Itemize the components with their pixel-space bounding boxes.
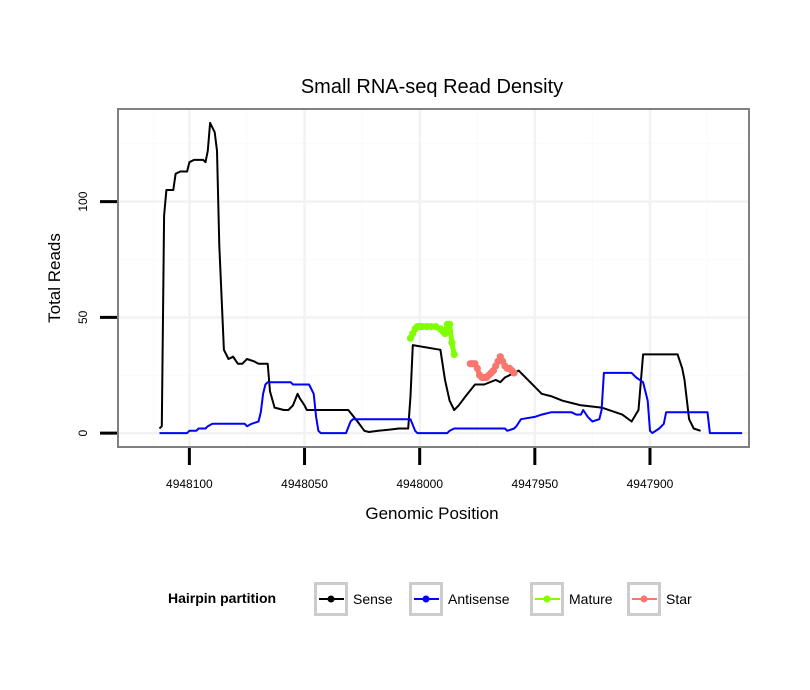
legend-label: Star — [666, 591, 692, 607]
series-star — [466, 353, 518, 382]
series-mature — [406, 320, 458, 358]
x-tick-label: 4948050 — [281, 477, 328, 491]
legend-label: Antisense — [448, 591, 510, 607]
plot-panel — [118, 109, 749, 447]
series-sense — [158, 121, 701, 433]
data-point-mature — [446, 320, 454, 328]
y-axis: 0 50 100 — [76, 191, 117, 436]
y-tick-label: 100 — [76, 191, 90, 211]
x-axis: 4948100 4948050 4948000 4947950 4947900 — [166, 448, 674, 491]
y-tick-label: 0 — [76, 429, 90, 436]
data-point-star — [473, 364, 481, 372]
series-line-antisense — [159, 371, 743, 435]
legend-item-sense: Sense — [314, 582, 393, 616]
legend-item-mature: Mature — [530, 582, 613, 616]
grid-minor — [118, 109, 749, 447]
y-tick-label: 50 — [76, 310, 90, 324]
series-line-sense — [158, 121, 701, 433]
data-point-mature — [450, 350, 458, 358]
data-point-mature — [441, 330, 449, 338]
legend-key-point — [640, 595, 648, 603]
legend-item-antisense: Antisense — [409, 582, 510, 616]
data-point-star — [510, 369, 518, 377]
x-tick-label: 4948000 — [396, 477, 443, 491]
x-tick-label: 4948100 — [166, 477, 213, 491]
y-axis-title: Total Reads — [45, 233, 64, 323]
plot-border — [117, 108, 750, 448]
legend-title: Hairpin partition — [168, 590, 276, 606]
series-antisense — [159, 371, 743, 435]
grid-major — [118, 109, 749, 447]
legend: Hairpin partition Sense Antisense Mature St… — [168, 582, 692, 616]
legend-label: Sense — [353, 591, 393, 607]
chart-title: Small RNA-seq Read Density — [301, 76, 563, 98]
x-tick-label: 4947950 — [511, 477, 558, 491]
series-layer — [158, 121, 743, 435]
legend-key-point — [327, 595, 335, 603]
x-axis-title: Genomic Position — [365, 504, 498, 523]
data-point-mature — [448, 339, 456, 347]
legend-key-point — [543, 595, 551, 603]
x-tick-label: 4947900 — [627, 477, 674, 491]
legend-item-star: Star — [627, 582, 692, 616]
legend-label: Mature — [569, 591, 613, 607]
legend-key-point — [422, 595, 430, 603]
